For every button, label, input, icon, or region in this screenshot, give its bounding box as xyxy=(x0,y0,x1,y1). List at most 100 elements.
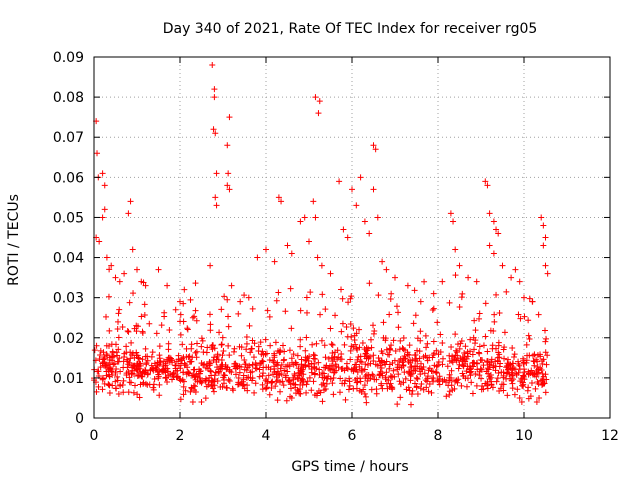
roti-point xyxy=(543,361,550,368)
roti-point xyxy=(356,326,363,333)
roti-point xyxy=(272,383,279,390)
roti-point xyxy=(429,368,436,375)
roti-point xyxy=(435,359,442,366)
roti-point xyxy=(110,353,117,360)
roti-point xyxy=(486,375,493,382)
roti-point xyxy=(386,311,393,318)
roti-point xyxy=(533,398,540,405)
roti-point xyxy=(383,266,390,273)
roti-point xyxy=(101,182,108,189)
roti-point xyxy=(493,291,500,298)
roti-point xyxy=(461,353,468,360)
roti-point xyxy=(472,337,479,344)
roti-point xyxy=(430,338,437,345)
roti-point xyxy=(476,368,483,375)
roti-point xyxy=(120,377,127,384)
roti-point xyxy=(127,198,134,205)
roti-point xyxy=(343,360,350,367)
roti-point xyxy=(153,330,160,337)
roti-point xyxy=(103,254,110,261)
roti-point xyxy=(512,266,519,273)
roti-point xyxy=(169,376,176,383)
roti-point xyxy=(458,382,465,389)
roti-point xyxy=(181,286,188,293)
roti-point xyxy=(325,355,332,362)
roti-point xyxy=(424,340,431,347)
roti-point xyxy=(218,341,225,348)
roti-point xyxy=(108,341,115,348)
roti-point xyxy=(491,311,498,318)
roti-point xyxy=(476,343,483,350)
roti-point xyxy=(298,363,305,370)
roti-point xyxy=(528,367,535,374)
roti-point xyxy=(404,282,411,289)
roti-point xyxy=(387,295,394,302)
roti-point xyxy=(283,397,290,404)
roti-point xyxy=(517,315,524,322)
roti-point xyxy=(312,214,319,221)
roti-point xyxy=(327,325,334,332)
roti-point xyxy=(366,280,373,287)
roti-point xyxy=(131,325,138,332)
roti-point xyxy=(307,289,314,296)
roti-point xyxy=(354,356,361,363)
roti-point xyxy=(253,365,260,372)
roti-point xyxy=(117,368,124,375)
roti-point xyxy=(436,381,443,388)
roti-point xyxy=(412,312,419,319)
roti-point xyxy=(240,372,247,379)
roti-point xyxy=(198,360,205,367)
roti-point xyxy=(363,399,370,406)
roti-point xyxy=(166,326,173,333)
roti-point xyxy=(109,372,116,379)
roti-point xyxy=(311,392,318,399)
roti-point xyxy=(110,361,117,368)
roti-point xyxy=(430,375,437,382)
roti-point xyxy=(191,366,198,373)
roti-point xyxy=(104,352,111,359)
roti-point xyxy=(509,380,516,387)
roti-point xyxy=(400,355,407,362)
roti-point xyxy=(240,381,247,388)
roti-point xyxy=(478,357,485,364)
roti-point xyxy=(247,349,254,356)
roti-point xyxy=(506,361,513,368)
roti-point xyxy=(452,331,459,338)
roti-point xyxy=(297,307,304,314)
roti-point xyxy=(532,385,539,392)
roti-point xyxy=(472,327,479,334)
roti-point xyxy=(172,362,179,369)
roti-point xyxy=(165,346,172,353)
roti-point xyxy=(273,297,280,304)
roti-point xyxy=(514,386,521,393)
roti-point xyxy=(142,345,149,352)
roti-point xyxy=(277,388,284,395)
roti-point xyxy=(417,298,424,305)
roti-point xyxy=(513,370,520,377)
roti-point xyxy=(315,110,322,117)
roti-point xyxy=(130,363,137,370)
roti-point xyxy=(383,380,390,387)
roti-point xyxy=(504,356,511,363)
roti-point xyxy=(446,371,453,378)
roti-point xyxy=(206,360,213,367)
roti-point xyxy=(439,278,446,285)
roti-point xyxy=(410,320,417,327)
roti-point xyxy=(249,377,256,384)
roti-point xyxy=(383,369,390,376)
roti-point xyxy=(138,313,145,320)
roti-point xyxy=(177,298,183,305)
roti-point xyxy=(388,342,395,349)
roti-point xyxy=(500,381,507,388)
roti-point xyxy=(187,296,194,303)
roti-point xyxy=(134,391,141,398)
roti-point xyxy=(322,354,329,361)
roti-point xyxy=(363,371,370,378)
roti-point xyxy=(342,396,349,403)
roti-point xyxy=(221,293,228,300)
roti-point xyxy=(225,342,232,349)
roti-point xyxy=(208,381,215,388)
roti-point xyxy=(210,342,217,349)
roti-point xyxy=(390,367,397,374)
roti-point xyxy=(200,349,207,356)
